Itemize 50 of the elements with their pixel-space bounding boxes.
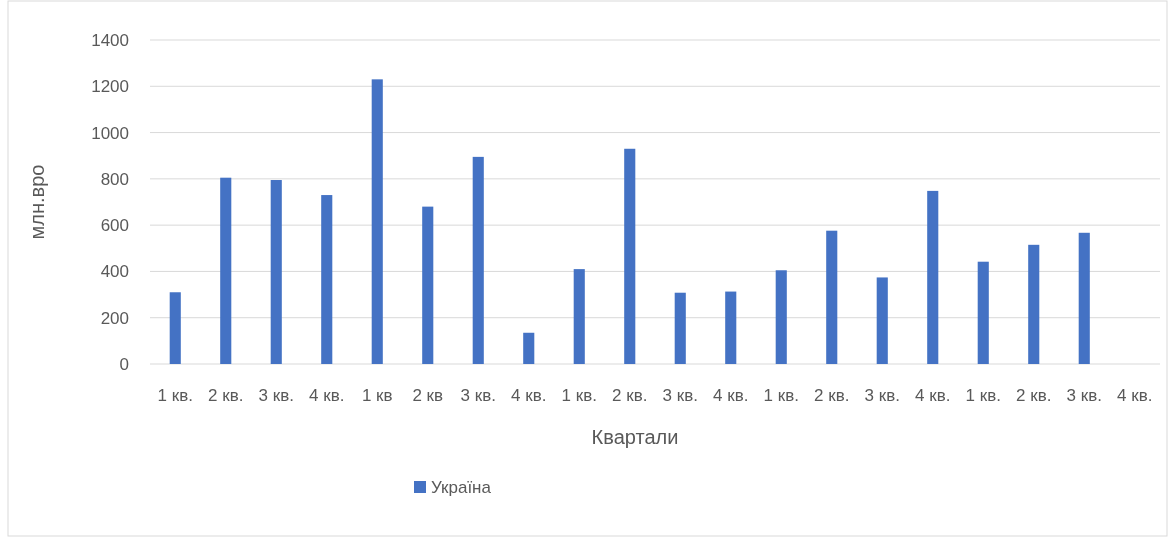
x-axis-title: Квартали (591, 426, 679, 448)
y-tick-label: 800 (100, 169, 129, 189)
x-tick-label: 2 кв. (612, 386, 648, 405)
x-tick-label: 3 кв. (460, 386, 496, 405)
bar (220, 177, 232, 364)
x-tick-label: 1 кв (361, 386, 393, 405)
y-tick-label: 600 (100, 216, 129, 236)
y-tick-label: 0 (119, 354, 129, 374)
x-tick-label: 1 кв. (157, 386, 193, 405)
legend-label: Україна (431, 477, 492, 497)
bar (573, 269, 585, 364)
x-tick-label: 2 кв (412, 386, 444, 405)
x-tick-label: 3 кв. (662, 386, 698, 405)
bar (624, 148, 636, 364)
x-tick-label: 4 кв. (1117, 386, 1153, 405)
bar (169, 292, 181, 364)
x-tick-label: 1 кв. (561, 386, 597, 405)
bar (523, 332, 535, 364)
x-tick-label: 1 кв. (965, 386, 1001, 405)
x-tick-label: 4 кв. (309, 386, 345, 405)
x-tick-label: 3 кв. (1066, 386, 1102, 405)
bar (977, 261, 989, 364)
bar (674, 292, 686, 364)
x-tick-label: 4 кв. (511, 386, 547, 405)
bar (927, 190, 939, 364)
x-tick-label: 2 кв. (1016, 386, 1052, 405)
x-tick-label: 3 кв. (258, 386, 294, 405)
x-tick-label: 2 кв. (814, 386, 850, 405)
y-axis-title: млн.вро (26, 164, 48, 240)
bar (876, 277, 888, 364)
x-tick-label: 4 кв. (915, 386, 951, 405)
x-tick-label: 2 кв. (208, 386, 244, 405)
y-tick-label: 400 (100, 262, 129, 282)
bar (321, 195, 333, 364)
bar (725, 291, 737, 364)
bar (270, 180, 282, 364)
x-tick-label: 1 кв. (763, 386, 799, 405)
x-tick-label: 4 кв. (713, 386, 749, 405)
bar (1028, 244, 1040, 364)
bar (775, 270, 787, 364)
y-tick-label: 1400 (91, 30, 129, 50)
y-tick-label: 1000 (91, 123, 129, 143)
bar (472, 156, 484, 364)
bar (1078, 232, 1090, 364)
y-tick-label: 200 (100, 308, 129, 328)
bar (371, 79, 383, 364)
x-tick-label: 3 кв. (864, 386, 900, 405)
y-tick-label: 1200 (91, 77, 129, 97)
bar (422, 206, 434, 364)
bar (826, 230, 838, 364)
